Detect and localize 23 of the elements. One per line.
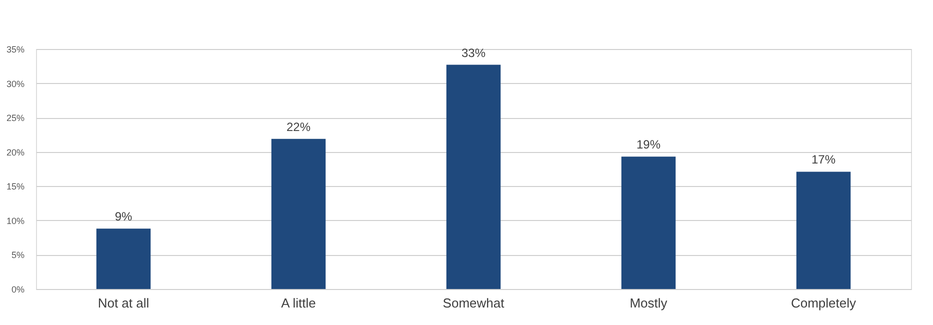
bar	[271, 138, 326, 289]
x-tick-label: Mostly	[630, 296, 668, 310]
bar	[796, 172, 851, 289]
y-tick-label: 15%	[6, 182, 24, 192]
x-tick-label: Completely	[790, 296, 857, 310]
bar	[446, 64, 501, 289]
bar	[621, 156, 676, 289]
data-label: 33%	[461, 46, 486, 60]
bar	[96, 228, 151, 289]
y-tick-label: 30%	[6, 78, 24, 89]
data-label: 17%	[811, 152, 836, 167]
x-tick-label: Somewhat	[442, 296, 505, 310]
y-tick-label: 25%	[6, 113, 24, 124]
y-tick-label: 0%	[11, 284, 24, 294]
data-label: 9%	[114, 210, 132, 224]
x-tick-label: A little	[281, 296, 316, 310]
y-tick-label: 35%	[6, 44, 24, 54]
data-label: 19%	[636, 138, 661, 152]
y-tick-label: 5%	[11, 250, 24, 260]
y-tick-label: 10%	[6, 216, 24, 226]
x-tick-label: Not at all	[98, 296, 150, 310]
data-label: 22%	[286, 120, 311, 134]
y-tick-label: 20%	[6, 147, 24, 158]
